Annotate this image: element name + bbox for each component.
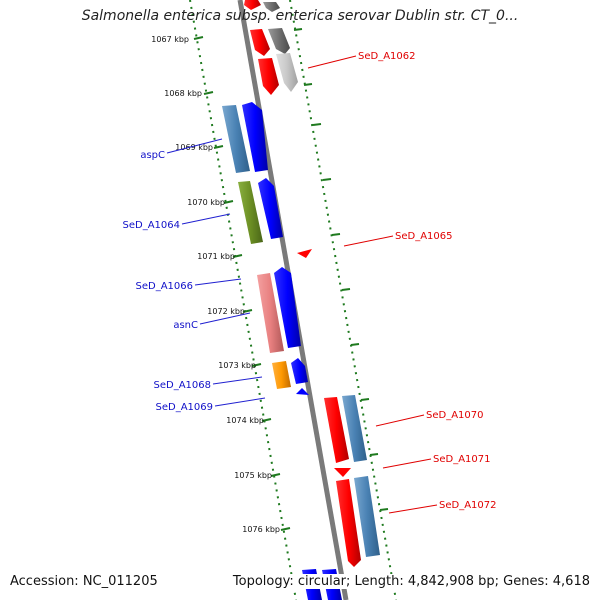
gene-label[interactable]: SeD_A1064 [123,220,181,231]
gene-label[interactable]: SeD_A1068 [154,380,212,391]
genome-summary: Topology: circular; Length: 4,842,908 bp… [230,574,590,589]
gene-SeD_A1064-green[interactable] [238,181,263,244]
gene-SeD_A1070-red[interactable] [324,397,349,463]
connector-SeD_A1069 [214,397,266,407]
gene-SeD_A1062-red[interactable] [258,58,279,95]
gene-aspC-blue[interactable] [242,102,268,172]
gene-SeD_A1068-blue[interactable] [291,358,308,384]
gene-SeD_A1062-gray[interactable] [276,53,298,92]
gene-SeD_A1065[interactable] [297,249,312,258]
connector-aspC [166,138,223,154]
gene-label[interactable]: asnC [173,320,198,331]
tick-label: 1076 kbp [242,525,280,534]
gene-SeD_A1072-red[interactable] [336,479,361,567]
tick-marks-right [293,28,389,511]
tick-label: 1069 kbp [175,143,213,152]
accession-label: Accession: NC_011205 [10,574,158,589]
gene-SeD_A1071[interactable] [334,468,351,477]
gene-label[interactable]: SeD_A1070 [426,410,484,421]
gene-asnC-blue[interactable] [274,267,301,348]
gene-SeD_A1068-orange[interactable] [272,361,291,389]
connector-SeD_A1070 [375,414,425,427]
gene-top-gray-2[interactable] [268,28,290,54]
connector-SeD_A1071 [382,458,432,469]
tick-label: 1068 kbp [164,89,202,98]
tick-label: 1072 kbp [207,307,245,316]
gene-SeD_A1072-steel[interactable] [354,476,380,557]
tick-label: 1074 kbp [226,416,264,425]
connector-SeD_A1072 [388,504,438,514]
tick-label: 1067 kbp [151,35,189,44]
tick-label: 1075 kbp [234,471,272,480]
gene-SeD_A1066-pink[interactable] [257,273,284,353]
gene-aspC-steel[interactable] [222,105,250,173]
gene-top-red-2[interactable] [250,29,270,56]
gene-SeD_A1064-blue[interactable] [258,178,283,239]
connector-asnC [199,312,251,325]
gene-label[interactable]: SeD_A1066 [136,281,194,292]
gene-top-gray-1[interactable] [263,2,280,12]
connector-SeD_A1062 [307,55,357,69]
gene-label[interactable]: aspC [140,150,165,161]
gene-SeD_A1070-steel[interactable] [342,395,367,462]
tick-marks-left [193,36,291,531]
gene-label[interactable]: SeD_A1069 [156,402,214,413]
tick-label: 1071 kbp [197,252,235,261]
connector-SeD_A1068 [212,376,263,385]
gene-top-red-1[interactable] [244,0,261,10]
gene-label[interactable]: SeD_A1072 [439,500,497,511]
gene-SeD_A1069-blue[interactable] [296,388,309,395]
connector-SeD_A1064 [181,213,231,225]
gene-label[interactable]: SeD_A1062 [358,51,416,62]
map-title: Salmonella enterica subsp. enterica sero… [81,8,519,24]
connector-SeD_A1065 [343,235,394,247]
tick-label: 1073 kbp [218,361,256,370]
connector-SeD_A1066 [194,278,242,286]
tick-label: 1070 kbp [187,198,225,207]
gene-label[interactable]: SeD_A1071 [433,454,491,465]
gene-label[interactable]: SeD_A1065 [395,231,453,242]
